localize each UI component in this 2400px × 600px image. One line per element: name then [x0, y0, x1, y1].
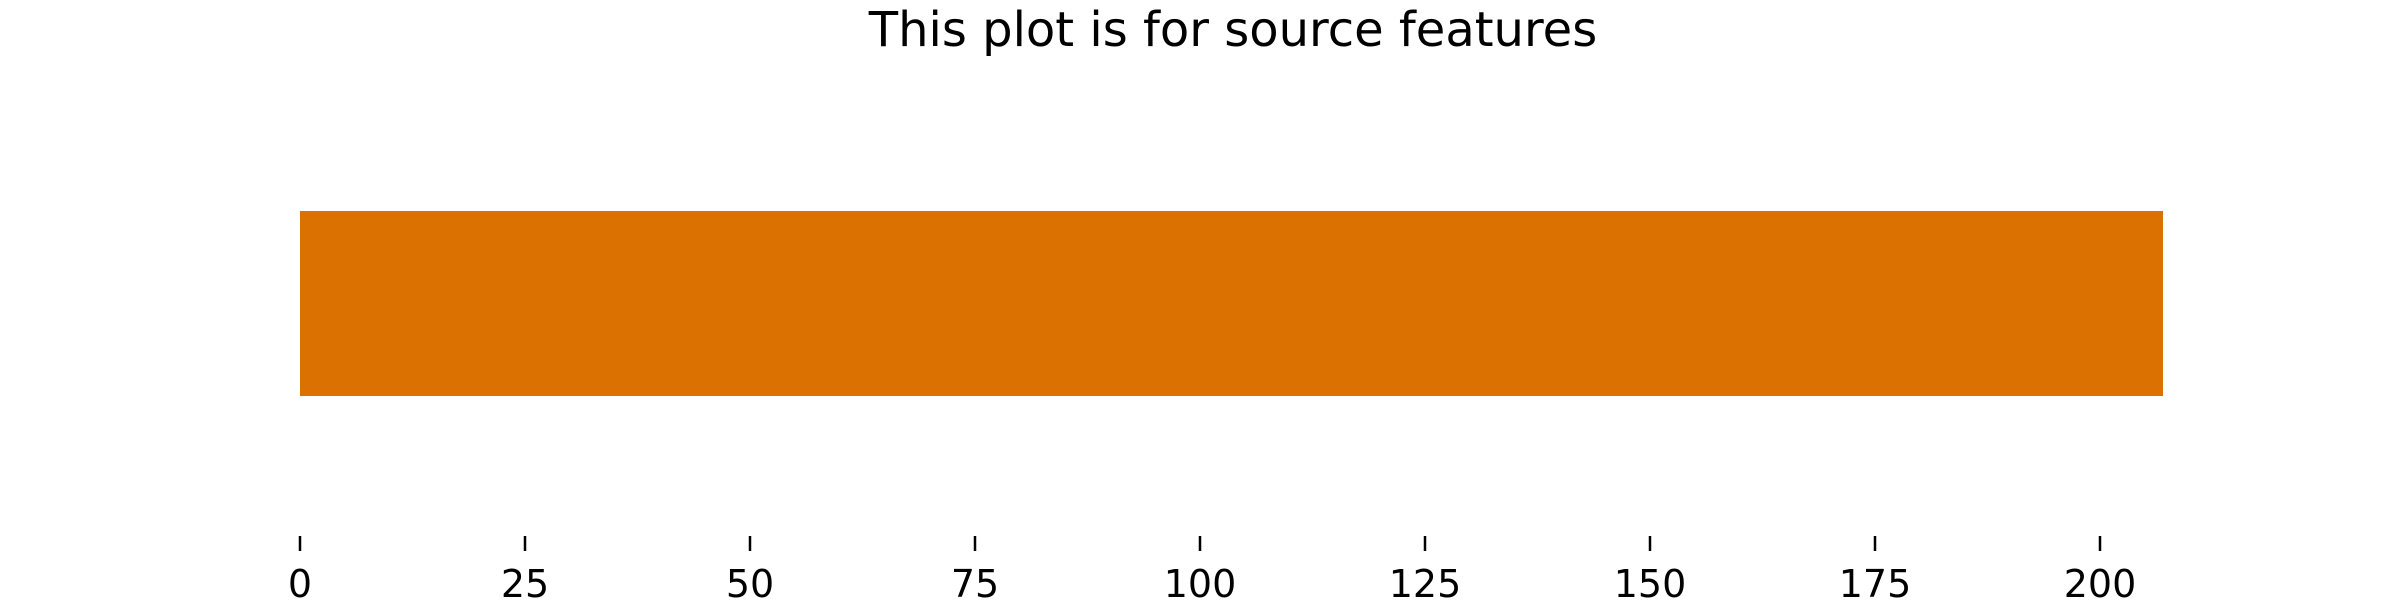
bar [300, 211, 2163, 396]
x-tick-label: 175 [1839, 562, 1912, 600]
chart-title: This plot is for source features [868, 2, 1597, 58]
x-tick-label: 25 [501, 562, 549, 600]
x-tick-label: 75 [951, 562, 999, 600]
bars-group [300, 211, 2163, 396]
x-axis: 0 25 50 75 100 125 150 175 200 [288, 536, 2136, 600]
x-tick-label: 0 [288, 562, 312, 600]
x-tick-label: 50 [726, 562, 774, 600]
x-tick-label: 150 [1614, 562, 1687, 600]
x-tick-label: 200 [2064, 562, 2137, 600]
x-tick-label: 125 [1389, 562, 1462, 600]
x-tick-label: 100 [1164, 562, 1237, 600]
